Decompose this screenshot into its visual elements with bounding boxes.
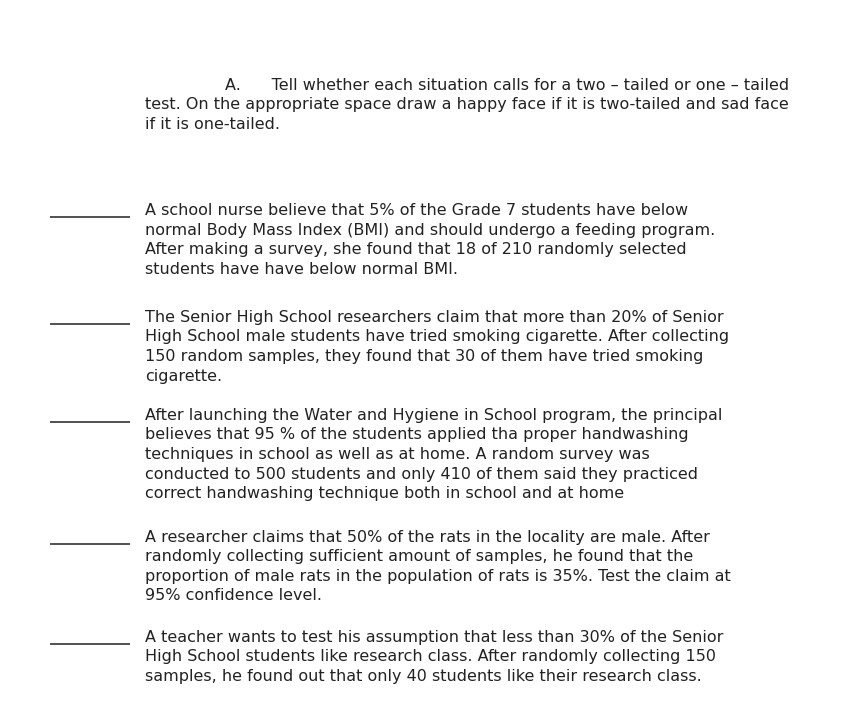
Text: conducted to 500 students and only 410 of them said they practiced: conducted to 500 students and only 410 o… xyxy=(145,466,698,481)
Text: correct handwashing technique both in school and at home: correct handwashing technique both in sc… xyxy=(145,486,624,501)
Text: proportion of male rats in the population of rats is 35%. Test the claim at: proportion of male rats in the populatio… xyxy=(145,569,731,584)
Text: techniques in school as well as at home. A random survey was: techniques in school as well as at home.… xyxy=(145,447,649,462)
Text: test. On the appropriate space draw a happy face if it is two-tailed and sad fac: test. On the appropriate space draw a ha… xyxy=(145,98,789,113)
Text: High School students like research class. After randomly collecting 150: High School students like research class… xyxy=(145,650,716,665)
Text: High School male students have tried smoking cigarette. After collecting: High School male students have tried smo… xyxy=(145,329,729,344)
Text: 95% confidence level.: 95% confidence level. xyxy=(145,588,322,603)
Text: A researcher claims that 50% of the rats in the locality are male. After: A researcher claims that 50% of the rats… xyxy=(145,530,710,545)
Text: normal Body Mass Index (BMI) and should undergo a feeding program.: normal Body Mass Index (BMI) and should … xyxy=(145,223,716,238)
Text: After making a survey, she found that 18 of 210 randomly selected: After making a survey, she found that 18… xyxy=(145,242,686,257)
Text: cigarette.: cigarette. xyxy=(145,368,222,383)
Text: A teacher wants to test his assumption that less than 30% of the Senior: A teacher wants to test his assumption t… xyxy=(145,630,723,645)
Text: A.      Tell whether each situation calls for a two – tailed or one – tailed: A. Tell whether each situation calls for… xyxy=(225,78,789,93)
Text: 150 random samples, they found that 30 of them have tried smoking: 150 random samples, they found that 30 o… xyxy=(145,349,704,364)
Text: A school nurse believe that 5% of the Grade 7 students have below: A school nurse believe that 5% of the Gr… xyxy=(145,203,688,218)
Text: samples, he found out that only 40 students like their research class.: samples, he found out that only 40 stude… xyxy=(145,669,702,684)
Text: The Senior High School researchers claim that more than 20% of Senior: The Senior High School researchers claim… xyxy=(145,310,723,325)
Text: if it is one-tailed.: if it is one-tailed. xyxy=(145,117,280,132)
Text: students have have below normal BMI.: students have have below normal BMI. xyxy=(145,261,458,276)
Text: believes that 95 % of the students applied tha proper handwashing: believes that 95 % of the students appli… xyxy=(145,428,689,443)
Text: randomly collecting sufficient amount of samples, he found that the: randomly collecting sufficient amount of… xyxy=(145,550,693,565)
Text: After launching the Water and Hygiene in School program, the principal: After launching the Water and Hygiene in… xyxy=(145,408,722,423)
